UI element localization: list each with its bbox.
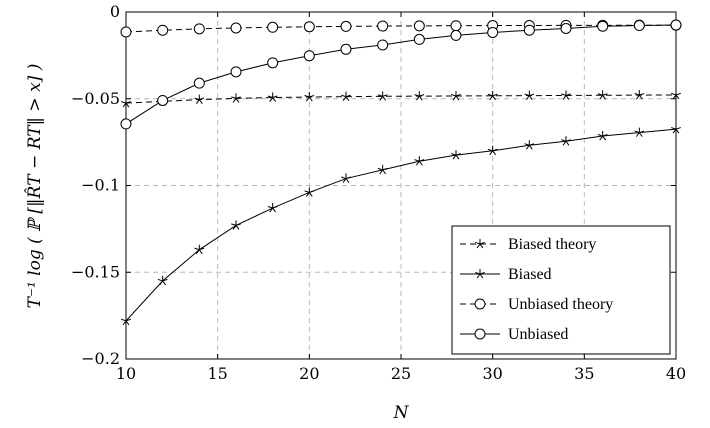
- point-biased: [377, 164, 388, 175]
- point-biased: [414, 156, 425, 166]
- x-tick-label: 35: [574, 364, 594, 383]
- legend-items: Biased theory Biased Unbiased theory Unbias…: [460, 236, 613, 343]
- y-tick-label: −0.1: [81, 176, 120, 195]
- point-unbiased: [413, 33, 425, 45]
- series-line-biased: [125, 128, 677, 322]
- point-biased: [487, 145, 498, 156]
- point-unbiased: [450, 29, 462, 41]
- point-unbiased-theory: [413, 20, 425, 32]
- y-tick-label: 0: [110, 2, 120, 21]
- point-biased: [121, 315, 131, 326]
- point-biased-theory: [267, 92, 278, 102]
- point-unbiased-theory: [157, 24, 169, 36]
- point-unbiased: [633, 20, 645, 32]
- x-tick-label: 20: [299, 364, 319, 383]
- point-biased: [634, 127, 645, 137]
- point-unbiased: [230, 66, 242, 78]
- point-biased: [157, 275, 168, 286]
- point-unbiased: [340, 43, 352, 55]
- point-unbiased-theory: [193, 23, 205, 35]
- point-unbiased-theory: [340, 20, 352, 32]
- point-biased-theory: [414, 91, 425, 101]
- point-biased: [451, 150, 461, 160]
- legend-marker-biased: [475, 269, 485, 279]
- point-biased: [597, 131, 608, 141]
- point-biased-theory: [634, 90, 645, 100]
- point-unbiased-theory: [230, 22, 242, 34]
- point-biased-theory: [487, 90, 498, 101]
- series-layer: [120, 19, 682, 326]
- series-line-biased-theory: [125, 94, 677, 104]
- series-line-unbiased: [125, 24, 677, 125]
- point-biased-theory: [451, 90, 461, 101]
- point-biased-theory: [341, 91, 351, 102]
- point-biased-theory: [304, 92, 315, 102]
- point-biased: [267, 203, 278, 213]
- legend-label-biased-theory: Biased theory: [508, 236, 596, 253]
- point-biased: [194, 244, 205, 255]
- point-biased: [671, 124, 681, 134]
- legend-marker-biased-theory: [475, 239, 485, 249]
- legend-marker-unbiased: [474, 328, 486, 340]
- legend-label-unbiased-theory: Unbiased theory: [508, 296, 613, 313]
- point-biased: [231, 220, 241, 230]
- x-tick-label: 15: [207, 364, 227, 383]
- point-unbiased: [303, 50, 315, 62]
- y-tick-label: −0.05: [71, 89, 120, 108]
- point-unbiased: [670, 19, 682, 31]
- point-biased: [524, 140, 535, 150]
- y-tick-label: −0.15: [71, 262, 120, 281]
- point-unbiased: [560, 22, 572, 34]
- point-biased-theory: [597, 90, 608, 100]
- legend-marker-unbiased-theory: [474, 298, 486, 310]
- series-line-unbiased-theory: [125, 24, 676, 33]
- point-unbiased: [157, 94, 169, 106]
- point-biased: [304, 187, 315, 197]
- legend-label-biased: Biased: [508, 266, 552, 283]
- point-biased-theory: [377, 91, 388, 101]
- point-biased-theory: [194, 94, 205, 104]
- legend-box: [451, 225, 671, 355]
- point-unbiased: [523, 24, 535, 36]
- point-unbiased: [487, 26, 499, 38]
- legend: Biased theory Biased Unbiased theory Unbias…: [451, 225, 671, 355]
- point-biased: [561, 136, 571, 146]
- point-unbiased-theory: [450, 20, 462, 32]
- y-axis-title: T⁻¹ log ( ℙ [‖R̂T − RT‖ > x] ): [25, 64, 45, 309]
- point-biased-theory: [524, 90, 535, 100]
- legend-label-unbiased: Unbiased: [508, 326, 568, 343]
- y-tick-label: −0.2: [81, 349, 120, 368]
- x-tick-label: 10: [116, 364, 136, 383]
- point-unbiased-theory: [267, 21, 279, 33]
- point-unbiased: [377, 39, 389, 51]
- x-tick-label: 40: [666, 364, 686, 383]
- point-biased-theory: [231, 93, 241, 103]
- point-biased-theory: [561, 90, 571, 100]
- point-biased: [341, 173, 351, 183]
- point-unbiased: [597, 20, 609, 32]
- point-unbiased: [120, 118, 132, 130]
- axis-ticks: 10 15 20 25 30 35 40 −0.2 −0.15 −0.1 −0.05 0: [71, 2, 686, 383]
- point-biased-theory: [121, 98, 131, 108]
- x-tick-label: 30: [482, 364, 502, 383]
- point-unbiased-theory: [303, 21, 315, 33]
- x-axis-title: N: [393, 403, 410, 423]
- point-unbiased: [267, 57, 279, 69]
- x-tick-label: 25: [391, 364, 411, 383]
- point-unbiased-theory: [120, 26, 132, 38]
- point-unbiased-theory: [377, 20, 389, 32]
- point-unbiased: [193, 77, 205, 89]
- point-biased-theory: [671, 89, 681, 100]
